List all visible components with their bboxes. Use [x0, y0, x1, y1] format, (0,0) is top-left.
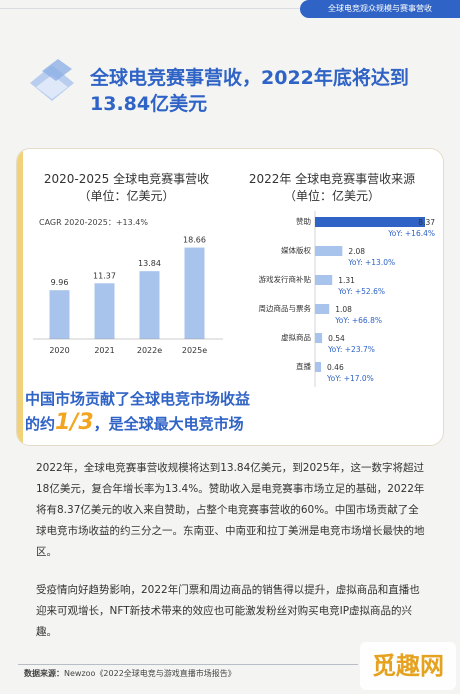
watermark-logo: 觅趣网: [360, 642, 456, 690]
left-chart-unit: （单位：亿美元）: [78, 189, 175, 203]
category-label: 周边商品与票务: [259, 303, 312, 313]
right-chart-title: 2022年 全球电竞赛事营收来源: [248, 172, 416, 186]
footer-line-1: 中国市场贡献了全球电竞市场收益: [25, 390, 251, 408]
x-tick-label: 2021: [94, 346, 114, 355]
source-divider: [18, 664, 358, 665]
paragraph-1: 2022年，全球电竞赛事营收规模将达到13.84亿美元，到2025年，这一数字将…: [36, 462, 425, 558]
category-label: 赞助: [296, 216, 311, 226]
category-label: 直播: [296, 361, 311, 371]
left-chart-heading: 2020-2025 全球电竞赛事营收 （单位：亿美元）: [29, 171, 224, 205]
hbar-4: [315, 333, 323, 343]
category-label: 媒体版权: [281, 245, 311, 255]
top-bar: 全球电竞观众规模与赛事营收: [0, 0, 460, 18]
category-label: 游戏发行商补贴: [259, 274, 312, 284]
card-footer: 中国市场贡献了全球电竞市场收益 的约1/3，是全球最大电竞市场: [25, 387, 435, 436]
top-divider: [0, 8, 300, 9]
right-chart-unit: （单位：亿美元）: [283, 189, 380, 203]
hbar-value-label: 1.08: [335, 305, 352, 314]
footer-post: ，是全球最大电竞市场: [93, 415, 244, 433]
cagr-annotation: CAGR 2020-2025：+13.4%: [39, 218, 148, 227]
chart-card: 2020-2025 全球电竞赛事营收 （单位：亿美元） 2022年 全球电竞赛事…: [16, 148, 444, 446]
hbar-value-label: 1.31: [338, 276, 355, 285]
bar-2022e: [139, 271, 160, 339]
source-text: Newzoo《2022全球电竞与游戏直播市场报告》: [64, 669, 236, 678]
headline-title: 全球电竞赛事营收，2022年底将达到13.84亿美元: [90, 67, 409, 115]
hbar-5: [315, 362, 322, 372]
x-tick-label: 2025e: [182, 346, 207, 355]
bar-2025e: [184, 247, 205, 339]
section-tag: 全球电竞观众规模与赛事营收: [300, 0, 460, 18]
yoy-label: YoY: +17.0%: [326, 374, 374, 383]
source-label: 数据来源：: [24, 669, 64, 678]
bar-value-label: 13.84: [138, 259, 161, 268]
revenue-bar-chart: CAGR 2020-2025：+13.4% 9.96 2020 11.37 2021 13…: [33, 218, 223, 355]
hbar-1: [315, 246, 343, 256]
paragraph-2: 受疫情向好趋势影响，2022年门票和周边商品的销售得以提升，虚拟商品和直播也迎来…: [36, 584, 420, 638]
bar-2020: [49, 290, 70, 339]
hbar-value-label: 8.37: [418, 218, 435, 227]
yoy-label: YoY: +52.6%: [337, 287, 385, 296]
hbar-value-label: 0.46: [327, 363, 344, 372]
footer-pre: 的约: [25, 415, 56, 433]
footer-fraction: 1/3: [55, 410, 94, 435]
headline: 全球电竞赛事营收，2022年底将达到13.84亿美元: [0, 45, 460, 135]
yoy-label: YoY: +13.0%: [347, 258, 395, 267]
hbar-0: [315, 217, 425, 227]
yoy-label: YoY: +16.4%: [387, 229, 435, 238]
left-chart-title: 2020-2025 全球电竞赛事营收: [43, 172, 210, 186]
yoy-label: YoY: +66.8%: [334, 316, 382, 325]
yoy-label: YoY: +23.7%: [327, 345, 375, 354]
hbar-2: [315, 275, 333, 285]
revenue-source-chart: 赞助 8.37 YoY: +16.4% 媒体版权 2.08 YoY: +13.0% 游戏发行…: [259, 211, 435, 387]
bar-value-label: 9.96: [51, 278, 69, 287]
category-label: 虚拟商品: [281, 332, 311, 342]
hbar-3: [315, 304, 330, 314]
bar-2021: [94, 283, 115, 339]
x-tick-label: 2020: [49, 346, 69, 355]
right-chart-heading: 2022年 全球电竞赛事营收来源 （单位：亿美元）: [227, 171, 437, 205]
source-note: 数据来源：Newzoo《2022全球电竞与游戏直播市场报告》: [24, 668, 236, 679]
hbar-value-label: 2.08: [348, 247, 365, 256]
card-accent-bar: [17, 149, 23, 445]
footer-line-2: 的约1/3，是全球最大电竞市场: [25, 411, 435, 436]
x-tick-label: 2022e: [137, 346, 162, 355]
bar-value-label: 18.66: [183, 236, 206, 245]
hbar-value-label: 0.54: [328, 334, 345, 343]
bar-value-label: 11.37: [93, 271, 116, 280]
cube-decoration-icon: [30, 59, 74, 101]
